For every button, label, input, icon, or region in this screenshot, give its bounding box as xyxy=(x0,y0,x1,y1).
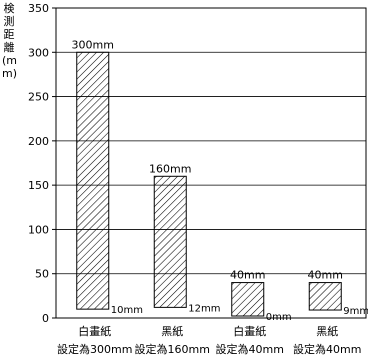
bar xyxy=(153,175,187,308)
data-label-min: 12mm xyxy=(188,303,220,314)
category-label-sub: 設定為40mm xyxy=(293,342,361,356)
data-label: 300mm xyxy=(72,38,114,51)
data-label: 160mm xyxy=(149,162,191,175)
bar xyxy=(231,282,265,317)
y-tick-label: 0 xyxy=(42,312,49,325)
category-label-sub: 設定為40mm xyxy=(216,342,284,356)
category-label: 黑紙 xyxy=(316,324,338,338)
category-label: 白畫紙 xyxy=(78,324,111,338)
y-tick-label: 300 xyxy=(28,46,49,59)
category-label-sub: 設定為300mm xyxy=(57,342,132,356)
y-tick-label: 200 xyxy=(28,135,49,148)
axes xyxy=(52,7,367,319)
category-label: 黑紙 xyxy=(161,324,183,338)
y-tick-labels: 0 50 100 150 200 250 300 350 xyxy=(28,2,49,325)
data-label: 40mm xyxy=(230,269,265,282)
y-tick-label: 50 xyxy=(35,268,49,281)
y-tick-label: 250 xyxy=(28,91,49,104)
bar xyxy=(308,282,342,311)
y-tick-label: 100 xyxy=(28,223,49,236)
category-label-sub: 設定為160mm xyxy=(135,342,210,356)
data-labels: 300mm 10mm 160mm 12mm 40mm 0mm 40mm 9mm xyxy=(72,38,368,323)
plot-frame xyxy=(55,7,367,319)
data-label: 40mm xyxy=(308,269,343,282)
category-label: 白畫紙 xyxy=(233,324,266,338)
data-label-min: 0mm xyxy=(266,312,292,323)
y-axis-label: 検測距離(mm) xyxy=(2,2,18,80)
data-label-min: 9mm xyxy=(343,306,368,317)
y-tick-label: 150 xyxy=(28,179,49,192)
y-tick-label: 350 xyxy=(28,2,49,15)
bar xyxy=(76,51,110,310)
data-label-min: 10mm xyxy=(111,305,143,316)
bars xyxy=(76,51,342,317)
